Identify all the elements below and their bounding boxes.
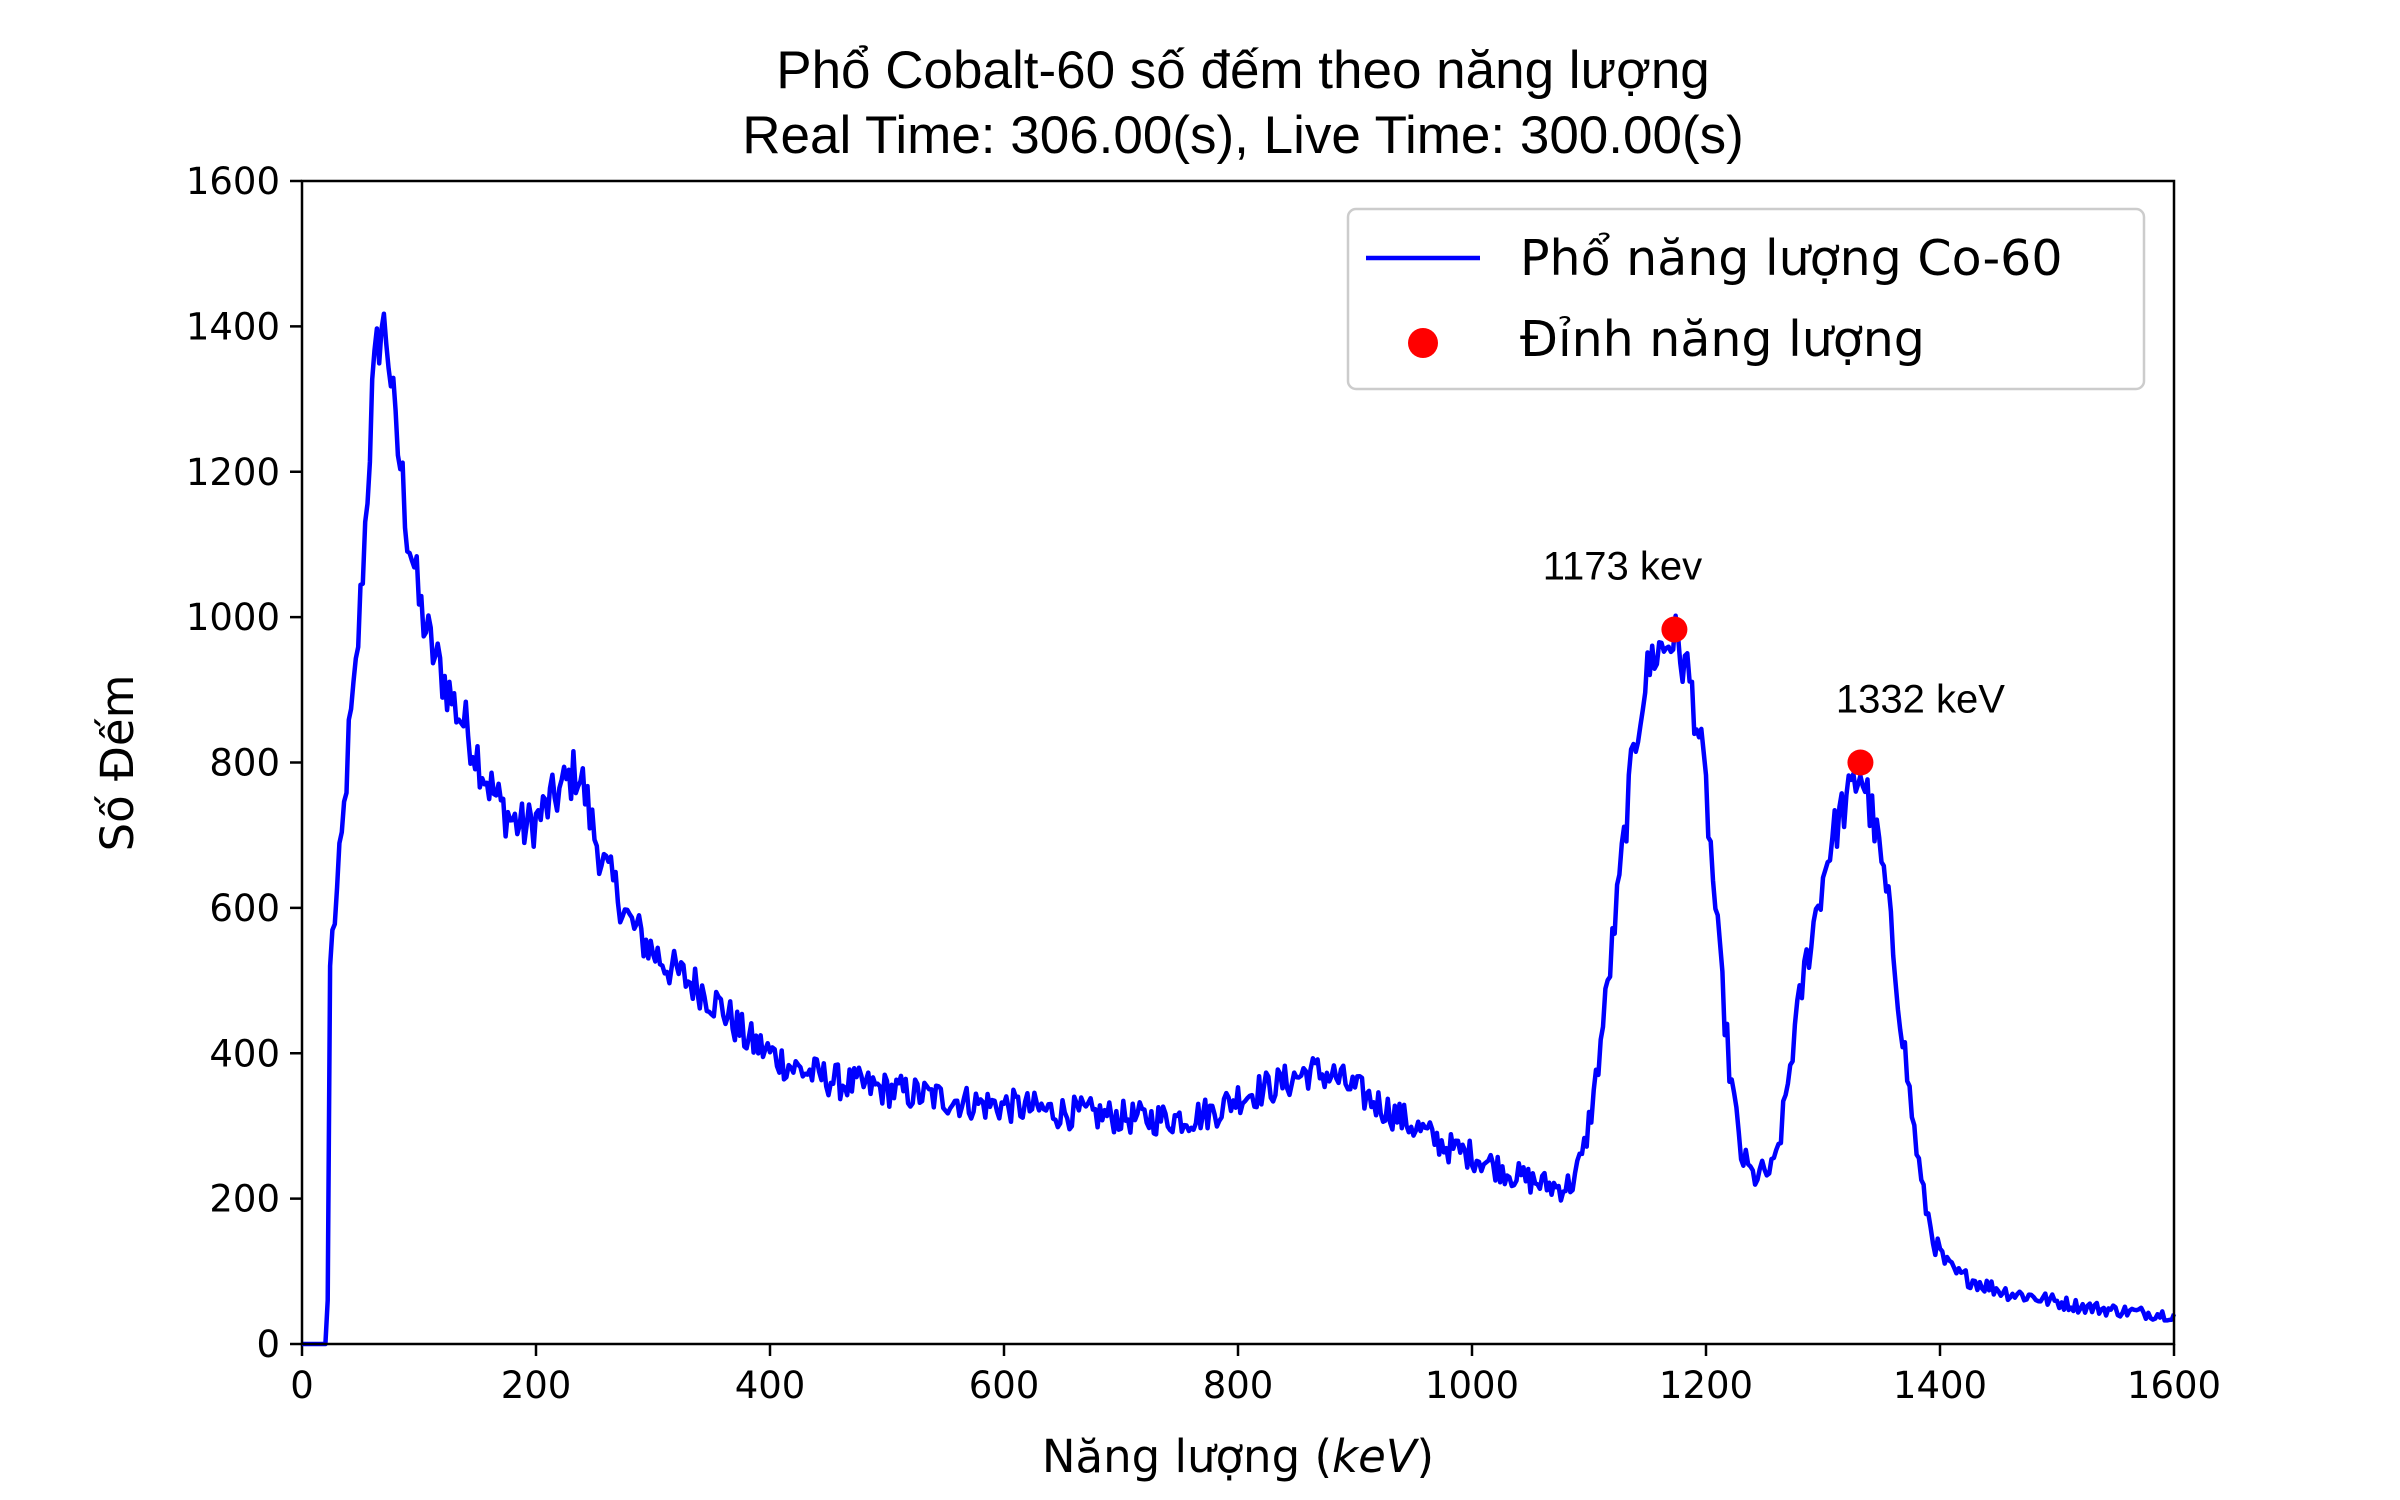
legend-box <box>1346 207 2146 391</box>
peak-marker <box>1847 749 1874 776</box>
legend-dot-swatch <box>1408 328 1438 358</box>
x-axis-ticks: 0 200 400 600 800 1000 1200 1400 1600 <box>290 1344 2221 1407</box>
peak-markers: 1173 kev 1332 keV <box>1543 544 2005 776</box>
chart-title: Phổ Cobalt-60 số đếm theo năng lượng <box>776 41 1710 100</box>
x-tick-label: 1200 <box>1659 1364 1753 1407</box>
chart-subtitle: Real Time: 306.00(s), Live Time: 300.00(… <box>742 106 1744 165</box>
x-tick-label: 1600 <box>2127 1364 2221 1407</box>
y-tick-label: 1600 <box>186 160 280 203</box>
x-tick-label: 200 <box>501 1364 572 1407</box>
x-tick-label: 400 <box>735 1364 806 1407</box>
y-tick-label: 1000 <box>186 596 280 639</box>
peak-marker <box>1661 616 1688 643</box>
x-axis-label-suffix: ) <box>1417 1430 1435 1483</box>
x-axis-label-prefix: Năng lượng ( <box>1042 1430 1332 1483</box>
series-line-co60 <box>302 311 2177 1347</box>
y-axis-label: Số Đếm <box>91 675 144 852</box>
y-tick-label: 1400 <box>186 305 280 348</box>
y-tick-label: 0 <box>256 1323 280 1366</box>
x-tick-label: 1400 <box>1893 1364 1987 1407</box>
peak-annotation: 1173 kev <box>1543 544 1702 588</box>
x-axis-label-unit: keV <box>1332 1430 1420 1483</box>
y-axis-ticks: 0 200 400 600 800 1000 1200 1400 1600 <box>186 160 302 1366</box>
x-tick-label: 600 <box>969 1364 1040 1407</box>
legend: Phổ năng lượng Co-60 Đỉnh năng lượng <box>1346 207 2146 391</box>
y-tick-label: 400 <box>209 1032 280 1075</box>
y-tick-label: 200 <box>209 1178 280 1221</box>
y-tick-label: 1200 <box>186 451 280 494</box>
legend-label-spectrum: Phổ năng lượng Co-60 <box>1520 230 2063 287</box>
legend-label-peaks: Đỉnh năng lượng <box>1520 311 1925 368</box>
peak-annotation: 1332 keV <box>1836 678 2005 722</box>
plot-frame <box>300 179 2176 1346</box>
x-tick-label: 800 <box>1203 1364 1274 1407</box>
x-tick-label: 1000 <box>1425 1364 1519 1407</box>
y-tick-label: 600 <box>209 887 280 930</box>
y-tick-label: 800 <box>209 742 280 785</box>
x-tick-label: 0 <box>290 1364 314 1407</box>
x-axis-label: Năng lượng (keV) <box>1042 1430 1434 1483</box>
